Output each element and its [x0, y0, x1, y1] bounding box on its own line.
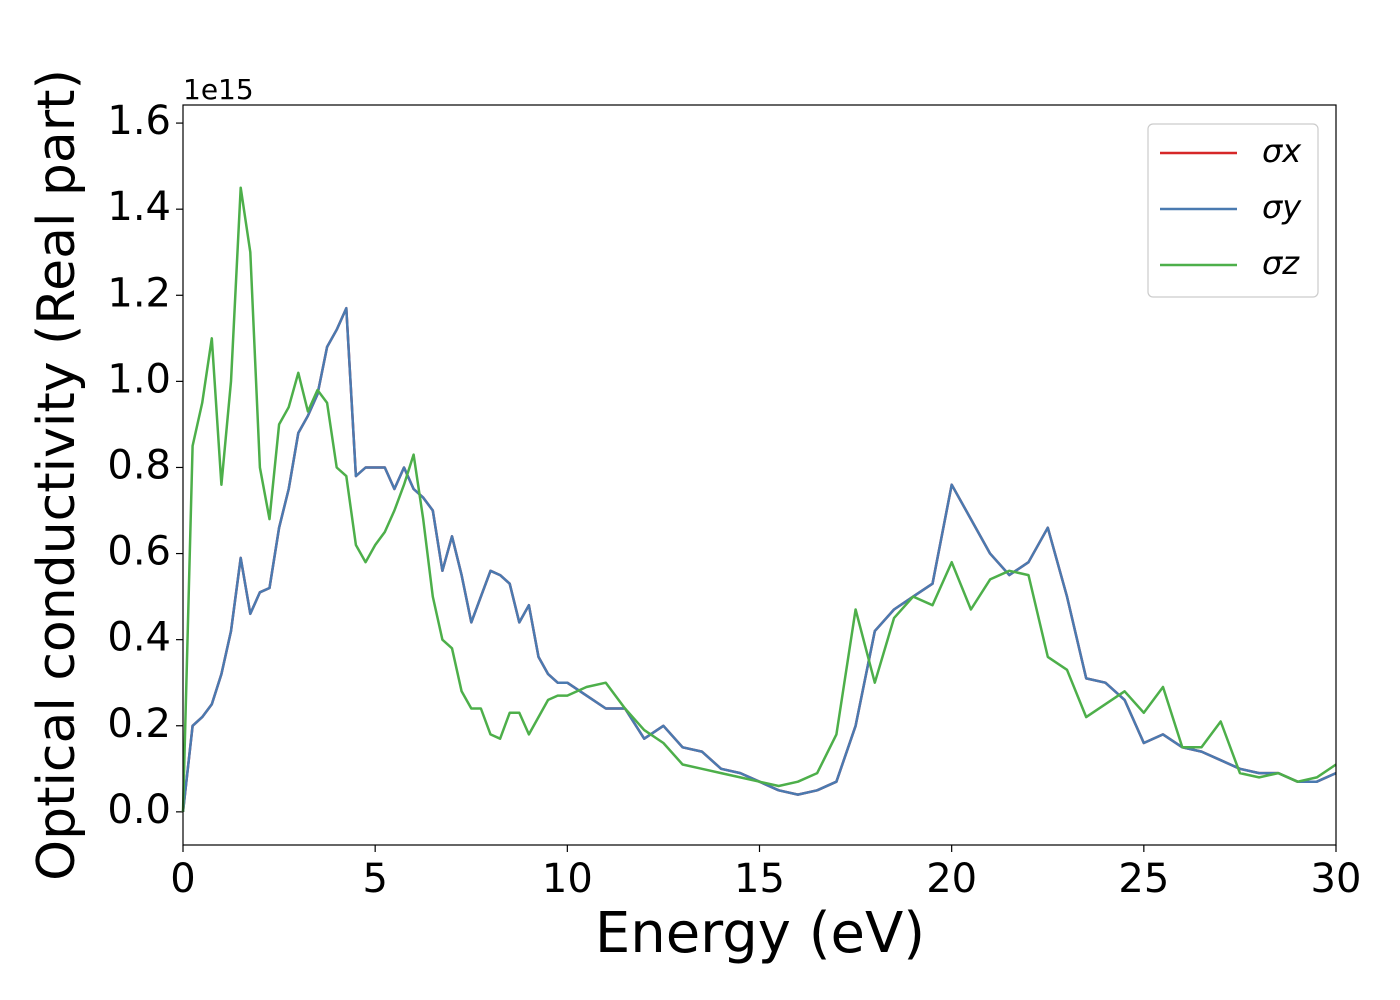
- y-tick-label: 1.2: [107, 270, 171, 316]
- series-line: [181, 186, 1337, 812]
- series-line: [181, 306, 1337, 813]
- x-tick-label: 5: [362, 856, 387, 902]
- legend-box: [1147, 123, 1319, 298]
- series-line: [181, 306, 1337, 813]
- legend-label: σz: [1262, 244, 1300, 282]
- y-tick-label: 0.0: [107, 787, 171, 833]
- x-tick-label: 15: [734, 856, 785, 902]
- x-tick-label: 20: [926, 856, 977, 902]
- y-tick-label: 1.6: [107, 98, 171, 144]
- legend-label: σx: [1262, 132, 1302, 170]
- x-tick-label: 25: [1118, 856, 1169, 902]
- y-tick-label: 1.4: [107, 184, 171, 230]
- y-tick-label: 0.4: [107, 615, 171, 661]
- plot-frame: [182, 104, 1337, 846]
- x-axis-label: Energy (eV): [595, 901, 925, 966]
- legend-label: σy: [1262, 188, 1302, 226]
- y-tick-label: 1.0: [107, 356, 171, 402]
- x-tick-label: 10: [542, 856, 593, 902]
- y-offset-label: 1e15: [183, 73, 254, 106]
- y-axis-label: Optical conductivity (Real part): [27, 69, 87, 881]
- x-tick-label: 30: [1311, 856, 1362, 902]
- y-tick-label: 0.6: [107, 529, 171, 575]
- y-tick-label: 0.2: [107, 701, 171, 747]
- y-tick-label: 0.8: [107, 442, 171, 488]
- x-tick-label: 0: [170, 856, 195, 902]
